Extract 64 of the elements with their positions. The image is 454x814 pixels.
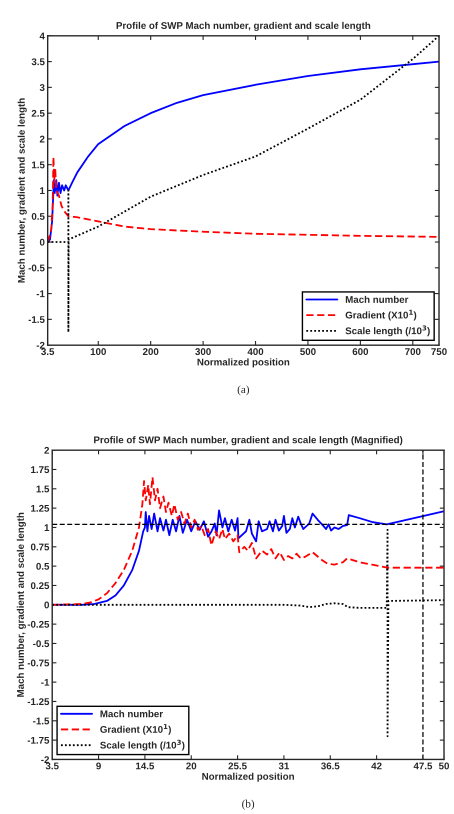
x-tick-label: 50 — [438, 762, 450, 770]
x-tick-label: 400 — [248, 348, 264, 356]
x-axis-title: Normalized position — [202, 772, 294, 782]
y-tick-label: 0.75 — [30, 544, 50, 550]
x-tick-label: 300 — [195, 348, 211, 356]
y-tick-label: 3.5 — [32, 58, 45, 66]
line-series — [48, 60, 440, 243]
y-tick-label: -2 — [36, 342, 45, 349]
y-tick-label: 1.5 — [36, 486, 50, 492]
x-tick-label: 42 — [371, 762, 382, 770]
y-tick-label: 1 — [40, 187, 45, 194]
legend-label: Mach number — [100, 710, 163, 718]
x-tick-label: 100 — [90, 348, 106, 356]
chart-title: Profile of SWP Mach number, gradient and scale length — [116, 22, 370, 31]
x-tick-label: 14.5 — [136, 762, 154, 770]
line-series — [52, 476, 444, 606]
y-tick-label: 1.75 — [31, 466, 50, 474]
y-tick-label: 1 — [44, 524, 50, 531]
y-tick-label: 0.5 — [36, 562, 50, 570]
legend-label: Gradient (X10$^{1}$) — [346, 310, 416, 320]
y-tick-label: 4 — [40, 32, 45, 40]
text: (b) — [242, 800, 254, 810]
y-tick-label: -0.5 — [28, 264, 45, 272]
y-tick-label: 2 — [44, 446, 50, 454]
x-tick-label: 600 — [352, 348, 368, 356]
x-tick-label: 500 — [300, 348, 316, 356]
y-tick-label: -1.25 — [28, 698, 50, 706]
x-tick-label: 25.5 — [228, 762, 247, 770]
y-tick-label: -1.75 — [28, 736, 50, 744]
y-tick-label: 2.5 — [32, 110, 45, 117]
legend-label: Gradient (X10$^{1}$) — [100, 724, 171, 735]
y-tick-label: -1.5 — [28, 316, 45, 323]
y-tick-label: -0.25 — [28, 620, 50, 628]
legend-label: Mach number — [346, 296, 408, 303]
x-tick-label: 36.5 — [321, 762, 340, 770]
chart-title: Profile of SWP Mach number, gradient and scale length (Magnified) — [94, 436, 402, 446]
y-tick-label: -1 — [36, 290, 45, 298]
x-axis-title: Normalized position — [198, 358, 290, 368]
y-axis-title: Mach number, gradient and scale length — [16, 512, 26, 697]
y-tick-label: -0.5 — [33, 640, 50, 648]
x-tick-label: 750 — [431, 348, 447, 356]
x-tick-label: 700 — [405, 348, 421, 356]
y-tick-label: 2 — [40, 136, 45, 142]
x-tick-label: 47.5 — [414, 762, 432, 770]
y-axis-title: Mach number, gradient and scale length — [18, 98, 27, 282]
x-tick-label: 31 — [278, 762, 290, 770]
legend-label: Scale length (/10$^{3}$) — [100, 740, 184, 751]
y-tick-label: -0.75 — [28, 660, 50, 666]
y-tick-label: 1.5 — [32, 162, 45, 168]
y-tick-label: 0.5 — [32, 212, 45, 220]
x-tick-label: 20 — [186, 762, 196, 770]
legend-label: Scale length (/10$^{3}$) — [345, 325, 430, 336]
y-tick-label: 0 — [40, 238, 44, 246]
y-tick-label: -1 — [41, 678, 50, 686]
y-tick-label: -1.5 — [33, 718, 50, 724]
y-tick-label: -2 — [41, 756, 50, 763]
y-tick-label: 0.25 — [30, 582, 50, 590]
x-tick-label: 200 — [142, 348, 158, 356]
y-tick-label: 0 — [44, 602, 50, 608]
line-series — [48, 156, 440, 243]
text: (a) — [238, 385, 250, 396]
y-tick-label: 3 — [40, 84, 45, 91]
x-tick-label: 9 — [96, 762, 101, 770]
y-tick-label: 1.25 — [31, 504, 50, 512]
